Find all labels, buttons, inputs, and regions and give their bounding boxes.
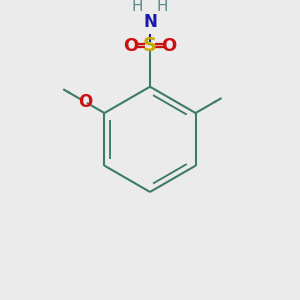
Text: S: S xyxy=(143,36,157,56)
Text: O: O xyxy=(161,37,177,55)
Text: O: O xyxy=(123,37,139,55)
Text: O: O xyxy=(78,93,92,111)
Text: H: H xyxy=(132,0,143,14)
Text: N: N xyxy=(143,13,157,31)
Text: H: H xyxy=(157,0,168,14)
